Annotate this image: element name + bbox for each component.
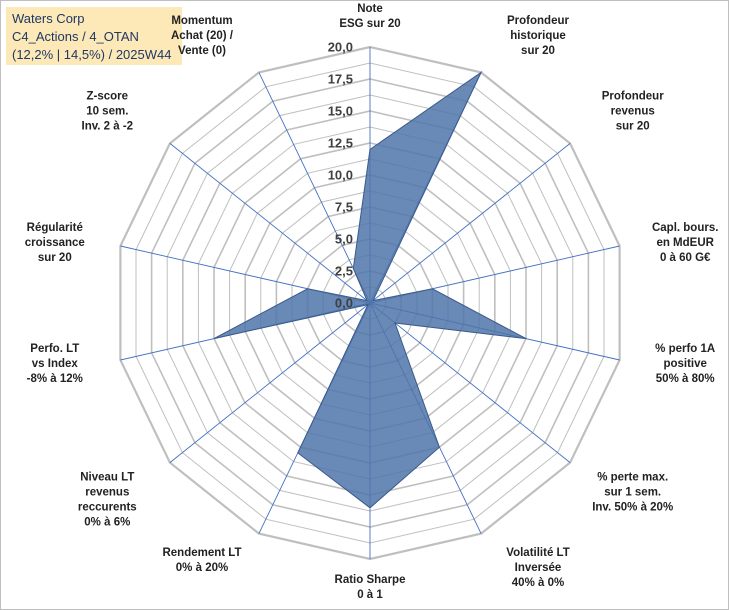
- axis-spoke: [369, 302, 571, 463]
- axis-label-line: Profondeur: [602, 90, 664, 102]
- axis-label-line: ESG sur 20: [339, 18, 400, 30]
- axis-label: Z-score 10 sem. Inv. 2 à -2: [82, 90, 134, 132]
- axis-label-line: croissance: [25, 237, 85, 249]
- axis-label-line: 10 sem.: [86, 105, 128, 117]
- axis-label-line: positive: [663, 358, 706, 370]
- axis-label-line: Rendement LT: [162, 547, 241, 559]
- axis-label: Profondeur historique sur 20: [507, 15, 569, 57]
- axis-label-line: % perfo 1A: [655, 343, 715, 355]
- axis-label-line: 50% à 80%: [656, 373, 715, 385]
- axis-label-line: Régularité: [27, 222, 83, 234]
- axis-label-line: -8% à 12%: [27, 373, 83, 385]
- radar-tick-labels: 0,0 2,5 5,0 7,5 10,0 12,5 15,0 17,5 20,0: [328, 40, 353, 311]
- axis-label-line: 0% à 20%: [176, 562, 228, 574]
- axis-label: % perfo 1A positive 50% à 80%: [655, 343, 715, 385]
- chart-title-box: Waters Corp C4_Actions / 4_OTAN (12,2% |…: [6, 7, 182, 65]
- tick-label: 20,0: [328, 40, 353, 55]
- axis-label: Note ESG sur 20: [339, 3, 400, 30]
- title-line-portfolio: C4_Actions / 4_OTAN: [12, 29, 139, 44]
- axis-label-line: 0 à 60 G€: [660, 252, 711, 264]
- radar-axis-labels: Note ESG sur 20 Profondeur historique sur 20…: [25, 3, 719, 601]
- axis-label: Régularité croissance sur 20: [25, 222, 85, 264]
- axis-label-line: Momentum: [171, 15, 232, 27]
- axis-spoke: [258, 72, 371, 304]
- axis-label-line: revenus: [611, 105, 655, 117]
- title-line-stats: (12,2% | 14,5%) / 2025W44: [12, 47, 172, 62]
- axis-spoke: [169, 302, 371, 463]
- axis-label-line: % perte max.: [597, 472, 668, 484]
- axis-label-line: sur 1 sem.: [604, 487, 661, 499]
- axis-label: Profondeur revenus sur 20: [602, 90, 664, 132]
- tick-label: 10,0: [328, 168, 353, 183]
- axis-label-line: sur 20: [38, 252, 72, 264]
- axis-spoke: [169, 143, 371, 304]
- axis-label-line: vs Index: [32, 358, 79, 370]
- tick-label: 2,5: [335, 264, 353, 279]
- axis-label-line: Capl. bours.: [652, 222, 718, 234]
- axis-label-line: 40% à 0%: [512, 577, 564, 589]
- tick-label: 17,5: [328, 72, 353, 87]
- axis-label-line: Inv. 50% à 20%: [592, 502, 673, 514]
- axis-label: Volatilité LT Inversée 40% à 0%: [506, 547, 569, 589]
- axis-label: % perte max. sur 1 sem. Inv. 50% à 20%: [592, 472, 673, 514]
- axis-label-line: Vente (0): [178, 45, 226, 57]
- tick-label: 15,0: [328, 104, 353, 119]
- axis-label-line: historique: [510, 30, 566, 42]
- axis-label-line: revenus: [85, 487, 129, 499]
- axis-label-line: sur 20: [521, 45, 555, 57]
- axis-label-line: Inv. 2 à -2: [82, 120, 134, 132]
- axis-label-line: Niveau LT: [80, 472, 134, 484]
- axis-label-line: Profondeur: [507, 15, 569, 27]
- tick-label: 7,5: [335, 200, 353, 215]
- axis-label: Ratio Sharpe 0 à 1: [335, 574, 406, 601]
- axis-label: Capl. bours. en MdEUR 0 à 60 G€: [652, 222, 718, 264]
- radar-series: [213, 70, 527, 509]
- axis-label: Rendement LT 0% à 20%: [162, 547, 241, 574]
- tick-label: 5,0: [335, 232, 353, 247]
- axis-label-line: Inversée: [515, 562, 562, 574]
- axis-label-line: Z-score: [87, 90, 129, 102]
- axis-label: Momentum Achat (20) / Vente (0): [171, 15, 234, 57]
- axis-label: Niveau LT revenus reccurents 0% à 6%: [78, 472, 137, 529]
- axis-label-line: Perfo. LT: [30, 343, 79, 355]
- axis-label-line: Achat (20) /: [171, 30, 234, 42]
- axis-label-line: 0% à 6%: [84, 517, 130, 529]
- axis-label-line: Note: [357, 3, 383, 15]
- axis-spoke: [369, 143, 571, 304]
- axis-label: Perfo. LT vs Index -8% à 12%: [27, 343, 83, 385]
- title-line-company: Waters Corp: [12, 11, 85, 26]
- axis-label-line: en MdEUR: [656, 237, 714, 249]
- tick-label: 0,0: [335, 296, 353, 311]
- axis-label-line: reccurents: [78, 502, 137, 514]
- tick-label: 12,5: [328, 136, 353, 151]
- axis-label-line: 0 à 1: [357, 589, 383, 601]
- axis-label-line: sur 20: [616, 120, 650, 132]
- axis-label-line: Ratio Sharpe: [335, 574, 406, 586]
- axis-label-line: Volatilité LT: [506, 547, 569, 559]
